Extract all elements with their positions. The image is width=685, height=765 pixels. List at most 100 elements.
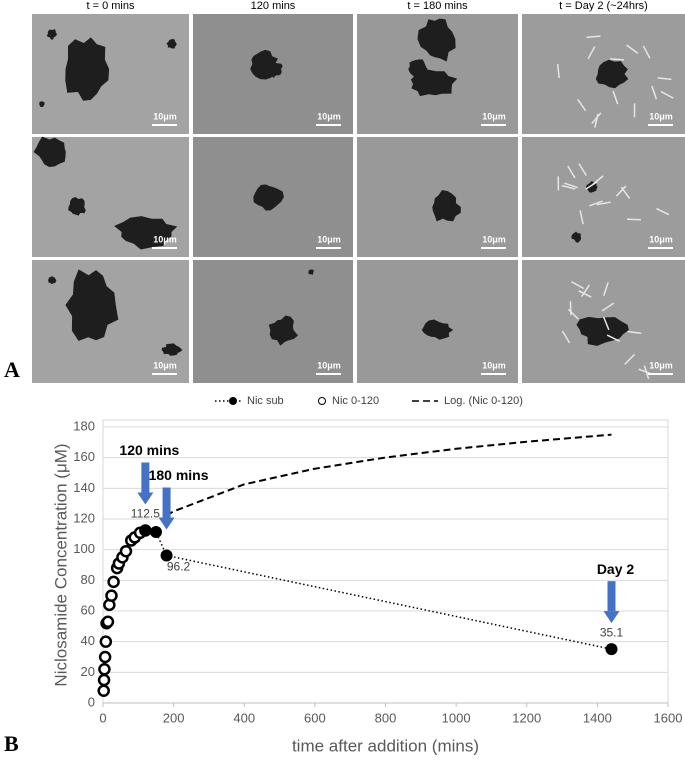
particle	[114, 216, 178, 250]
point	[119, 544, 133, 558]
y-tick-label: 100	[73, 541, 95, 556]
crystal	[581, 284, 591, 298]
x-tick-label: 1000	[442, 710, 471, 725]
crystal	[612, 90, 619, 105]
column-header: 120 mins	[251, 0, 296, 12]
panel-label: B	[4, 731, 19, 756]
arrow-shaft	[141, 462, 150, 493]
series-line	[166, 433, 612, 517]
scale-label: 10μm	[649, 234, 673, 244]
y-tick-label: 20	[81, 664, 95, 679]
series-line	[145, 529, 612, 650]
scale-label: 10μm	[482, 111, 506, 121]
particle	[39, 101, 45, 107]
scale-label: 10μm	[482, 360, 506, 370]
crystal	[656, 207, 670, 216]
particle	[267, 61, 283, 78]
y-tick-label: 120	[73, 510, 95, 525]
y-tick-label: 160	[73, 449, 95, 464]
arrow-head	[603, 611, 620, 624]
crystal	[601, 302, 615, 312]
particle	[161, 343, 183, 356]
y-axis-title: Niclosamide Concentration (μM)	[51, 443, 70, 686]
y-tick-label: 180	[73, 418, 95, 433]
crystal	[626, 44, 639, 54]
x-tick-label: 1200	[512, 710, 541, 725]
crystal	[567, 165, 576, 179]
point	[99, 635, 113, 648]
data-label: 112.5	[131, 507, 160, 521]
particle	[33, 136, 66, 167]
crystal	[569, 301, 572, 316]
point	[107, 575, 120, 589]
crystal	[564, 182, 578, 189]
crystal	[615, 185, 627, 197]
legend-label: Log. (Nic 0-120)	[444, 395, 523, 407]
particle	[48, 276, 57, 285]
arrow-shaft	[607, 581, 616, 612]
data-label: 35.1	[600, 625, 624, 639]
scale-label: 10μm	[649, 111, 673, 121]
scale-label: 10μm	[153, 234, 177, 244]
scale-label: 10μm	[153, 360, 177, 370]
x-tick-label: 400	[233, 710, 255, 725]
crystal	[591, 175, 604, 186]
particle	[268, 315, 298, 346]
scale-label: 10μm	[317, 360, 341, 370]
micrograph	[522, 137, 685, 257]
particle	[432, 190, 461, 222]
panel-label: A	[4, 357, 20, 382]
annotation: 120 mins	[119, 442, 179, 458]
point	[160, 549, 173, 562]
crystal	[578, 290, 592, 298]
crystal	[657, 77, 672, 81]
crystal	[642, 45, 651, 59]
point	[149, 526, 162, 539]
x-tick-label: 1600	[654, 710, 683, 725]
crystal	[579, 210, 584, 225]
crystal	[561, 330, 571, 344]
arrow-shaft	[162, 487, 171, 518]
crystal	[606, 334, 621, 342]
particle	[65, 269, 119, 341]
point	[97, 673, 111, 687]
particle	[571, 231, 582, 243]
point	[98, 663, 111, 676]
scale-label: 10μm	[482, 234, 506, 244]
crystal	[571, 281, 585, 290]
crystal	[567, 308, 579, 320]
crystal	[586, 35, 601, 39]
crystal	[596, 201, 611, 206]
point	[97, 684, 110, 697]
y-tick-label: 60	[81, 602, 95, 617]
crystal	[609, 58, 625, 61]
micrograph	[193, 260, 353, 383]
x-tick-label: 600	[304, 710, 326, 725]
crystal	[587, 46, 596, 60]
point	[98, 650, 112, 664]
y-tick-label: 40	[81, 633, 95, 648]
column-header: t = 0 mins	[87, 0, 135, 12]
crystal	[578, 163, 587, 176]
micrograph	[32, 14, 189, 134]
particle	[410, 69, 458, 97]
particle	[595, 59, 629, 89]
particle	[65, 37, 110, 101]
crystal	[589, 200, 603, 207]
particle	[421, 319, 454, 340]
x-tick-label: 1400	[583, 710, 612, 725]
particle	[417, 18, 456, 62]
annotation: 180 mins	[149, 467, 209, 483]
legend-marker	[229, 397, 237, 405]
particle	[408, 59, 428, 80]
crystal	[624, 353, 636, 365]
x-axis-title: time after addition (mins)	[292, 736, 479, 755]
crystal	[626, 218, 641, 221]
particle	[68, 197, 86, 216]
crystal	[602, 316, 610, 331]
x-tick-label: 200	[163, 710, 185, 725]
legend-label: Nic 0-120	[332, 395, 379, 407]
crystal	[576, 98, 587, 112]
x-tick-label: 800	[375, 710, 397, 725]
